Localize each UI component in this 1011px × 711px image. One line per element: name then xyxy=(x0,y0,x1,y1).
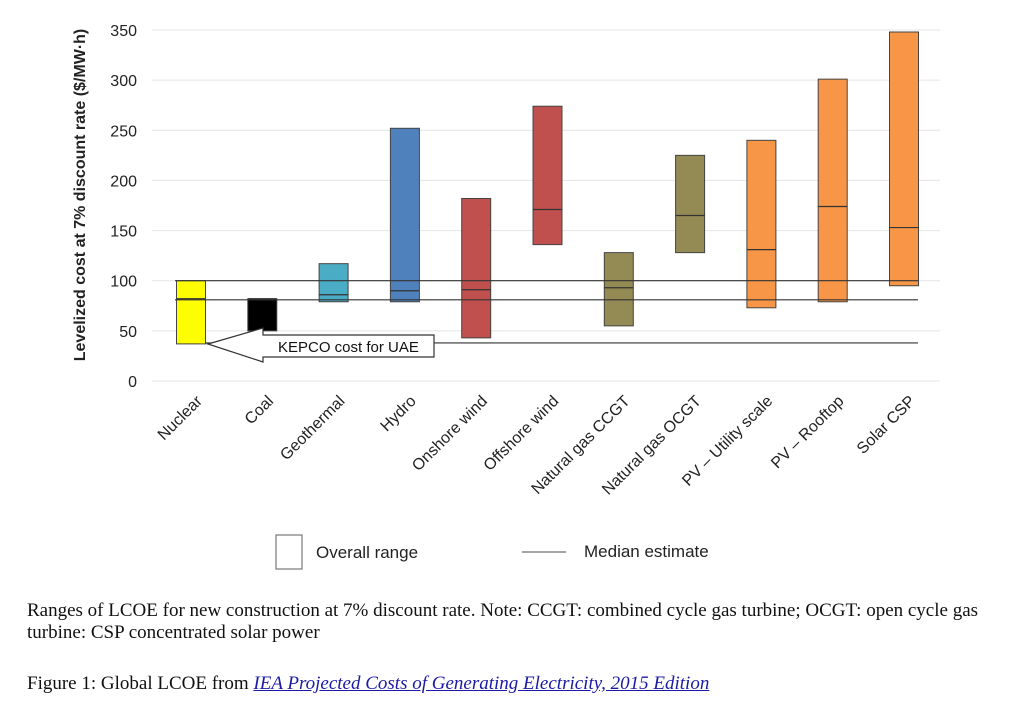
y-axis-label: Levelized cost at 7% discount rate ($/MW… xyxy=(72,29,89,362)
y-axis-ticks: 0 50 100 150 200 250 300 350 xyxy=(110,23,137,391)
x-tick-label: Solar CSP xyxy=(854,393,919,458)
y-tick-label: 200 xyxy=(110,173,137,190)
x-tick-label: Onshore wind xyxy=(409,393,491,475)
source-link[interactable]: IEA Projected Costs of Generating Electr… xyxy=(253,673,710,694)
legend: Overall range Median estimate xyxy=(275,534,709,570)
x-tick-label: Nuclear xyxy=(155,392,206,443)
x-tick-label: Offshore wind xyxy=(481,393,563,475)
range-box xyxy=(176,280,206,345)
legend-range-swatch xyxy=(275,534,303,570)
range-box xyxy=(746,139,777,309)
y-tick-label: 300 xyxy=(110,73,137,90)
range-box xyxy=(603,252,634,327)
x-tick-label: Hydro xyxy=(378,393,420,435)
lcoe-chart: 0 50 100 150 200 250 300 350 Levelized cost at … xyxy=(72,23,940,570)
range-box xyxy=(389,127,420,303)
y-tick-label: 100 xyxy=(110,274,137,291)
range-box xyxy=(532,105,563,246)
y-tick-label: 0 xyxy=(128,374,137,391)
y-tick-label: 150 xyxy=(110,224,137,241)
x-tick-label: Coal xyxy=(242,393,277,428)
x-tick-label: Geothermal xyxy=(277,393,348,464)
range-box xyxy=(889,31,919,287)
figure-caption: Figure 1: Global LCOE from IEA Projected… xyxy=(27,673,709,695)
kepco-callout: KEPCO cost for UAE xyxy=(205,327,435,363)
range-box xyxy=(675,154,706,254)
range-boxes xyxy=(176,31,919,345)
kepco-callout-text: KEPCO cost for UAE xyxy=(278,339,419,356)
y-tick-label: 250 xyxy=(110,123,137,140)
range-box xyxy=(461,197,492,339)
range-box xyxy=(247,298,278,332)
figure-note: Ranges of LCOE for new construction at 7… xyxy=(27,600,979,643)
y-tick-label: 350 xyxy=(110,23,137,40)
range-box xyxy=(817,78,848,303)
legend-range-label: Overall range xyxy=(316,543,418,562)
x-tick-label: PV – Rooftop xyxy=(768,393,847,472)
figure-caption-prefix: Figure 1: Global LCOE from xyxy=(27,673,254,694)
y-tick-label: 50 xyxy=(119,324,137,341)
range-box xyxy=(318,263,349,303)
reference-lines xyxy=(175,280,918,344)
legend-median-label: Median estimate xyxy=(584,542,709,561)
